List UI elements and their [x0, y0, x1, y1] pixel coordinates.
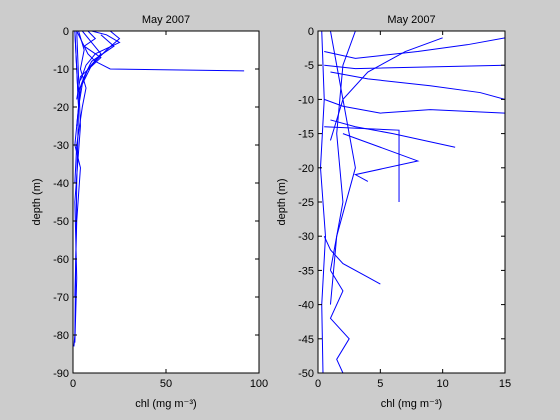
y-axis-label: depth (m) [276, 178, 288, 225]
y-tick-label: -40 [298, 300, 314, 312]
y-tick-label: -45 [298, 334, 314, 346]
y-tick-label: -25 [298, 197, 314, 209]
profile-line [342, 133, 420, 182]
y-tick-label: -15 [298, 129, 314, 141]
y-tick-label: -60 [53, 254, 69, 266]
y-tick-label: 0 [308, 26, 314, 38]
y-tick-label: -70 [53, 292, 69, 304]
y-tick-label: 0 [63, 26, 69, 38]
chart-title: May 2007 [387, 14, 435, 26]
profile-line [76, 31, 102, 100]
x-tick-label: 50 [160, 378, 172, 390]
profile-line [329, 31, 356, 271]
profile-line [330, 119, 456, 148]
profile-line [324, 64, 505, 70]
y-tick-label: -20 [53, 102, 69, 114]
x-axis-label: chl (mg m⁻³) [381, 398, 442, 410]
profile-line [329, 270, 350, 373]
profile-line [324, 126, 400, 202]
profile-line [74, 31, 81, 343]
profile-line [329, 37, 443, 141]
chart-title: May 2007 [142, 14, 190, 26]
y-tick-label: -50 [53, 216, 69, 228]
y-tick-label: -10 [298, 94, 314, 106]
x-tick-label: 100 [250, 378, 268, 390]
x-tick-label: 10 [437, 378, 449, 390]
profile-line [78, 34, 115, 92]
x-tick-label: 0 [315, 378, 321, 390]
profile-line [319, 31, 326, 373]
x-tick-label: 5 [377, 378, 383, 390]
y-tick-label: -20 [298, 163, 314, 175]
profile-line [324, 98, 505, 114]
profile-line [79, 31, 121, 81]
axes-background [318, 31, 505, 373]
y-tick-label: -5 [304, 60, 314, 72]
profile-line [76, 31, 102, 127]
y-tick-label: -90 [53, 368, 69, 380]
y-tick-label: -30 [298, 231, 314, 243]
profile-line [330, 71, 505, 100]
x-axis-label: chl (mg m⁻³) [135, 398, 196, 410]
profile-line [78, 31, 121, 108]
profile-line [323, 235, 381, 285]
profile-line [324, 37, 505, 59]
profile-line [329, 31, 356, 305]
y-tick-label: -35 [298, 265, 314, 277]
y-tick-label: -40 [53, 178, 69, 190]
x-tick-label: 15 [499, 378, 511, 390]
y-tick-label: -30 [53, 140, 69, 152]
y-axis-label: depth (m) [31, 178, 43, 225]
axes-background [73, 31, 259, 373]
y-tick-label: -10 [53, 64, 69, 76]
y-tick-label: -50 [298, 368, 314, 380]
y-tick-label: -80 [53, 330, 69, 342]
x-tick-label: 0 [70, 378, 76, 390]
